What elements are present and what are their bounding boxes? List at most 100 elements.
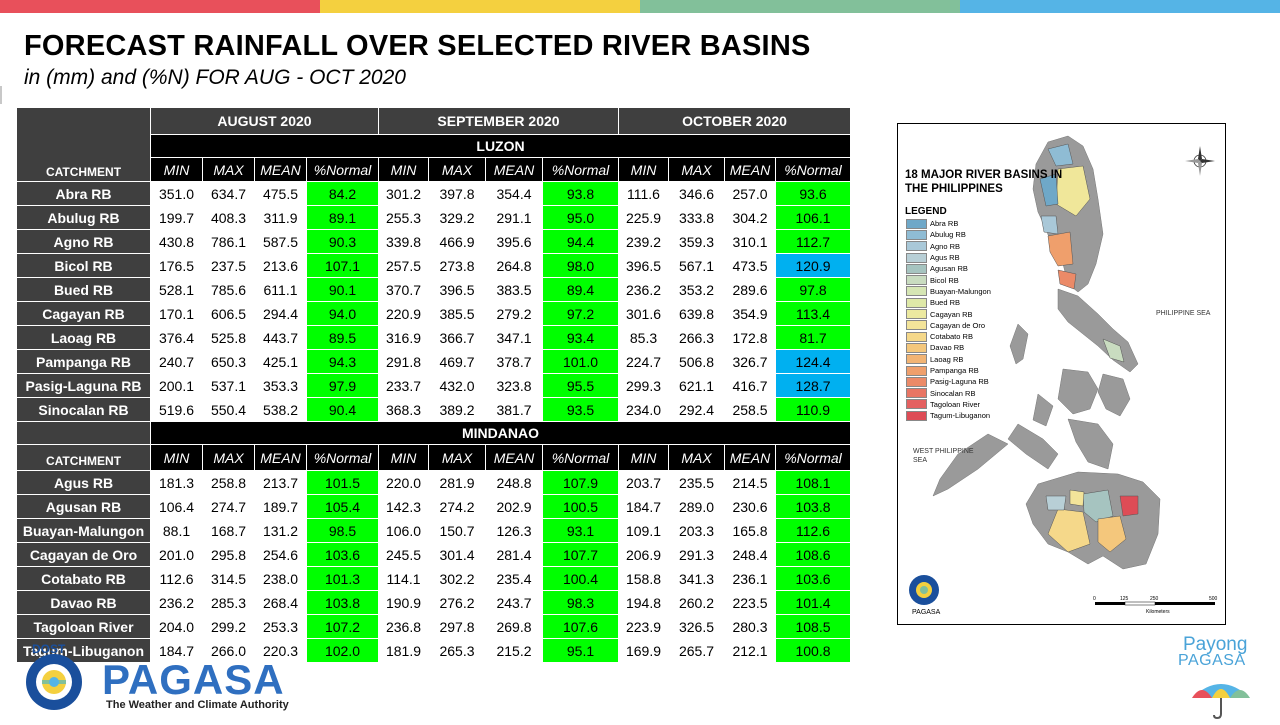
rainfall-value-cell: 236.2 bbox=[150, 590, 203, 615]
column-subheader: MIN bbox=[378, 444, 429, 471]
rainfall-value-cell: 550.4 bbox=[202, 397, 255, 422]
rainfall-value-cell: 194.8 bbox=[618, 590, 669, 615]
rainfall-value-cell: 237.5 bbox=[202, 253, 255, 278]
percent-normal-cell: 113.4 bbox=[775, 301, 851, 326]
rainfall-value-cell: 184.7 bbox=[618, 494, 669, 519]
rainfall-value-cell: 311.9 bbox=[254, 205, 307, 230]
table-row: Pampanga RB 240.7 650.3 425.1 94.3 291.8 469.7… bbox=[16, 349, 851, 374]
top-color-bar bbox=[0, 0, 1280, 13]
catchment-name: Pasig-Laguna RB bbox=[16, 373, 151, 398]
rainfall-value-cell: 785.6 bbox=[202, 277, 255, 302]
catchment-name: Abra RB bbox=[16, 181, 151, 206]
percent-normal-cell: 110.9 bbox=[775, 397, 851, 422]
legend-label: Sinocalan RB bbox=[930, 388, 976, 398]
rainfall-value-cell: 168.7 bbox=[202, 518, 255, 543]
rainfall-value-cell: 236.2 bbox=[618, 277, 669, 302]
catchment-name: Agusan RB bbox=[16, 494, 151, 519]
legend-item: Pasig-Laguna RB bbox=[906, 376, 991, 387]
column-subheader: %Normal bbox=[306, 444, 379, 471]
percent-normal-cell: 93.6 bbox=[775, 181, 851, 206]
west-philippine-sea-label: WEST PHILIPPINE SEA bbox=[913, 448, 974, 464]
table-row: Davao RB 236.2 285.3 268.4 103.8 190.9 276.2 24… bbox=[16, 590, 851, 615]
month-header-row: CATCHMENT AUGUST 2020 SEPTEMBER 2020 OCTOBE… bbox=[16, 107, 851, 182]
legend-item: Davao RB bbox=[906, 342, 991, 353]
rainfall-value-cell: 425.1 bbox=[254, 349, 307, 374]
rainfall-value-cell: 396.5 bbox=[428, 277, 486, 302]
legend-swatch bbox=[906, 275, 927, 286]
left-accent-line bbox=[0, 86, 2, 104]
dost-label: DOST bbox=[32, 642, 66, 656]
rainfall-value-cell: 169.9 bbox=[618, 638, 669, 663]
legend-item: Sinocalan RB bbox=[906, 387, 991, 399]
legend-swatch bbox=[906, 354, 927, 365]
catchment-header: CATCHMENT bbox=[16, 444, 151, 471]
rainfall-value-cell: 238.0 bbox=[254, 566, 307, 591]
catchment-header: CATCHMENT bbox=[16, 107, 151, 182]
scale-unit: Kilometers bbox=[1146, 609, 1170, 615]
percent-normal-cell: 108.6 bbox=[775, 542, 851, 567]
rainfall-value-cell: 254.6 bbox=[254, 542, 307, 567]
percent-normal-cell: 93.5 bbox=[542, 397, 619, 422]
map-title: 18 MAJOR RIVER BASINS IN THE PHILIPPINES bbox=[905, 169, 1063, 195]
legend-item: Agus RB bbox=[906, 252, 991, 263]
table-row: Abulug RB 199.7 408.3 311.9 89.1 255.3 329.2 29… bbox=[16, 205, 851, 230]
legend-item: Cagayan de Oro bbox=[906, 320, 991, 331]
month-header: AUGUST 2020 bbox=[150, 107, 379, 135]
rainfall-value-cell: 126.3 bbox=[485, 518, 543, 543]
rainfall-value-cell: 396.5 bbox=[618, 253, 669, 278]
rainfall-value-cell: 354.9 bbox=[724, 301, 776, 326]
rainfall-value-cell: 111.6 bbox=[618, 181, 669, 206]
rainfall-value-cell: 109.1 bbox=[618, 518, 669, 543]
rainfall-value-cell: 297.8 bbox=[428, 614, 486, 639]
rainfall-value-cell: 381.7 bbox=[485, 397, 543, 422]
legend-label: Agno RB bbox=[930, 241, 961, 251]
legend-item: Agusan RB bbox=[906, 263, 991, 274]
legend-label: Tagoloan River bbox=[930, 399, 981, 409]
pagasa-wordmark: PAGASA bbox=[102, 656, 285, 703]
column-subheader: MEAN bbox=[254, 444, 307, 471]
rainfall-value-cell: 212.1 bbox=[724, 638, 776, 663]
rainfall-value-cell: 112.6 bbox=[150, 566, 203, 591]
percent-normal-cell: 90.1 bbox=[306, 277, 379, 302]
rainfall-value-cell: 310.1 bbox=[724, 229, 776, 254]
rainfall-value-cell: 353.3 bbox=[254, 373, 307, 398]
rainfall-value-cell: 786.1 bbox=[202, 229, 255, 254]
rainfall-value-cell: 85.3 bbox=[618, 325, 669, 350]
catchment-name: Sinocalan RB bbox=[16, 397, 151, 422]
rainfall-value-cell: 538.2 bbox=[254, 397, 307, 422]
rainfall-value-cell: 88.1 bbox=[150, 518, 203, 543]
rainfall-value-cell: 395.6 bbox=[485, 229, 543, 254]
percent-normal-cell: 94.3 bbox=[306, 349, 379, 374]
percent-normal-cell: 120.9 bbox=[775, 253, 851, 278]
rainfall-value-cell: 189.7 bbox=[254, 494, 307, 519]
catchment-name: Agus RB bbox=[16, 470, 151, 495]
rainfall-value-cell: 181.3 bbox=[150, 470, 203, 495]
rainfall-value-cell: 201.0 bbox=[150, 542, 203, 567]
legend-swatch bbox=[906, 320, 927, 331]
percent-normal-cell: 90.3 bbox=[306, 229, 379, 254]
legend-item: Bicol RB bbox=[906, 274, 991, 286]
rainfall-value-cell: 353.2 bbox=[668, 277, 725, 302]
region-header-row: LUZON bbox=[17, 134, 851, 158]
rainfall-value-cell: 273.8 bbox=[428, 253, 486, 278]
legend-label: Pasig-Laguna RB bbox=[930, 377, 989, 387]
rainfall-value-cell: 236.1 bbox=[724, 566, 776, 591]
legend-item: Tagum-Libuganon bbox=[906, 410, 991, 421]
rainfall-value-cell: 389.2 bbox=[428, 397, 486, 422]
rainfall-value-cell: 294.4 bbox=[254, 301, 307, 326]
rainfall-value-cell: 114.1 bbox=[378, 566, 429, 591]
legend-swatch bbox=[906, 410, 927, 421]
column-subheader: MAX bbox=[428, 444, 486, 471]
rainfall-value-cell: 245.5 bbox=[378, 542, 429, 567]
percent-normal-cell: 101.0 bbox=[542, 349, 619, 374]
rainfall-value-cell: 366.7 bbox=[428, 325, 486, 350]
rainfall-value-cell: 385.5 bbox=[428, 301, 486, 326]
legend-swatch bbox=[906, 218, 927, 229]
page-subtitle: in (mm) and (%N) FOR AUG - OCT 2020 bbox=[24, 66, 406, 89]
percent-normal-cell: 89.4 bbox=[542, 277, 619, 302]
rainfall-value-cell: 266.0 bbox=[202, 638, 255, 663]
table-row: Sinocalan RB 519.6 550.4 538.2 90.4 368.3 389.… bbox=[16, 397, 851, 422]
rainfall-value-cell: 260.2 bbox=[668, 590, 725, 615]
column-subheader: MAX bbox=[202, 444, 255, 471]
rainfall-value-cell: 634.7 bbox=[202, 181, 255, 206]
